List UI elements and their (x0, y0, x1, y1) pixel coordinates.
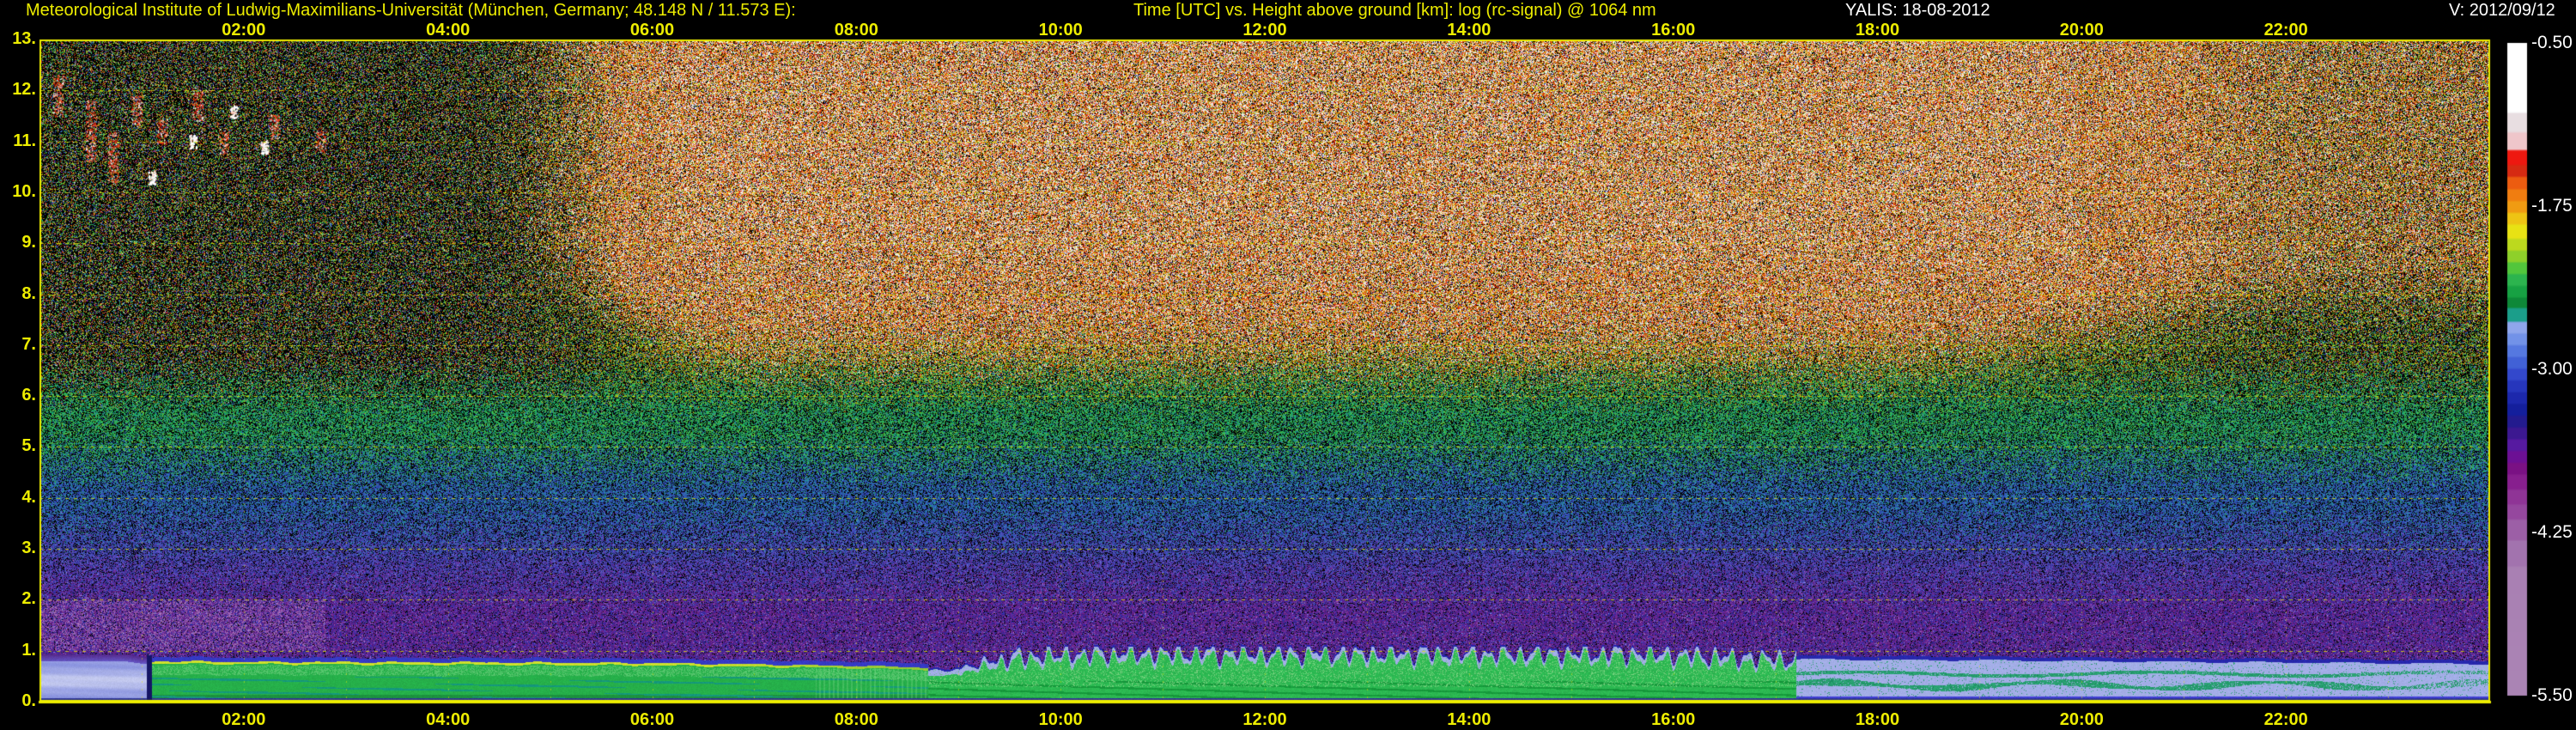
x-axis-top-tick-label: 10:00 (1038, 21, 1083, 40)
colorbar-tick-label: -3.00 (2531, 359, 2573, 379)
y-axis-tick-label: 4. (21, 487, 36, 507)
x-axis-bottom-tick-label: 10:00 (1038, 710, 1083, 729)
y-axis-tick-label: 0. (21, 691, 36, 710)
x-axis-top-tick-label: 20:00 (2059, 21, 2104, 40)
header-instrument-date: YALIS: 18-08-2012 (1845, 1, 1990, 20)
x-axis-top-tick-label: 08:00 (834, 21, 878, 40)
x-axis-top-tick-label: 14:00 (1447, 21, 1492, 40)
x-axis-top-tick-label: 02:00 (222, 21, 266, 40)
x-axis-bottom-tick-label: 02:00 (222, 710, 266, 729)
colorbar-tick-label: -4.25 (2531, 522, 2573, 542)
y-axis-tick-label: 10. (12, 181, 36, 201)
x-axis-bottom-tick-label: 08:00 (834, 710, 878, 729)
header-version: V: 2012/09/12 (2449, 1, 2555, 20)
x-axis-bottom-tick-label: 18:00 (1855, 710, 1900, 729)
x-axis-top-tick-label: 06:00 (629, 21, 675, 40)
y-axis-tick-label: 7. (21, 334, 36, 354)
x-axis-top-tick-label: 16:00 (1651, 21, 1696, 40)
y-axis-tick-label: 11. (13, 131, 36, 150)
y-axis-tick-label: 13. (12, 29, 36, 48)
x-axis-bottom-tick-label: 04:00 (426, 710, 471, 729)
x-axis-top-tick-label: 18:00 (1855, 21, 1900, 40)
x-axis-top-tick-label: 04:00 (426, 21, 471, 40)
header-institute: Meteorological Institute of Ludwig-Maxim… (26, 1, 796, 20)
y-axis-tick-label: 8. (21, 283, 36, 303)
colorbar-tick-label: -5.50 (2531, 685, 2573, 705)
x-axis-bottom-tick-label: 06:00 (629, 710, 675, 729)
x-axis-bottom-tick-label: 14:00 (1447, 710, 1492, 729)
x-axis-top-tick-label: 22:00 (2263, 21, 2308, 40)
y-axis-tick-label: 2. (21, 589, 36, 609)
y-axis-tick-label: 3. (21, 538, 36, 558)
y-axis-tick-label: 5. (21, 436, 36, 456)
colorbar-tick-label: -1.75 (2531, 196, 2573, 216)
header-plot-title: Time [UTC] vs. Height above ground [km]:… (1133, 1, 1656, 20)
x-axis-bottom-tick-label: 16:00 (1651, 710, 1696, 729)
y-axis-tick-label: 12. (12, 80, 36, 100)
colorbar-tick-label: -0.50 (2531, 33, 2573, 52)
y-axis-tick-label: 1. (21, 640, 36, 660)
y-axis-tick-label: 9. (21, 233, 36, 252)
x-axis-top-tick-label: 12:00 (1242, 21, 1287, 40)
x-axis-bottom-tick-label: 20:00 (2059, 710, 2104, 729)
y-axis-tick-label: 6. (21, 386, 36, 405)
x-axis-bottom-tick-label: 22:00 (2263, 710, 2308, 729)
x-axis-bottom-tick-label: 12:00 (1242, 710, 1287, 729)
